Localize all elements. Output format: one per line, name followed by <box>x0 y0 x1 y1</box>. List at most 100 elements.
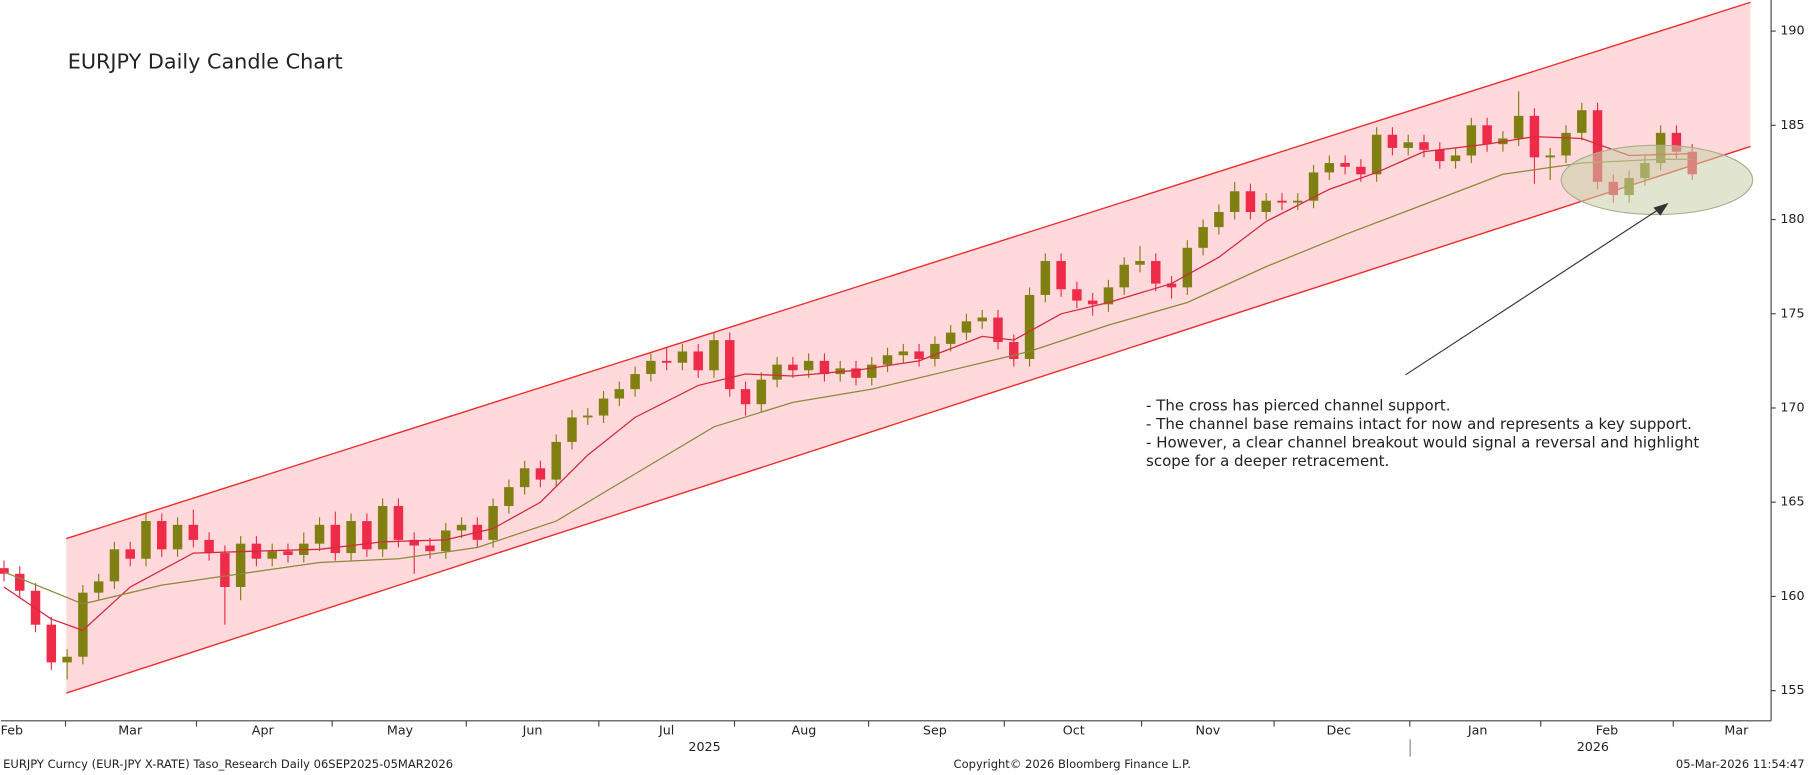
candle-body <box>661 360 672 363</box>
candle-body <box>1450 155 1461 162</box>
candle-body <box>1403 142 1413 148</box>
candle-body <box>504 487 514 506</box>
candle-body <box>740 389 751 405</box>
candle-body <box>630 374 640 390</box>
candle-body <box>1229 191 1240 212</box>
candle-body <box>220 553 230 588</box>
x-tick-label: Aug <box>792 723 817 738</box>
x-tick-label: Nov <box>1195 723 1220 738</box>
annotation-line: - However, a clear channel breakout woul… <box>1146 433 1699 451</box>
candle-body <box>1182 247 1193 288</box>
candle-body <box>1103 287 1114 305</box>
candle-body <box>109 549 120 582</box>
candle-body <box>1545 155 1555 158</box>
x-tick-label: Feb <box>1 723 23 738</box>
candle-body <box>157 521 167 550</box>
candle-body <box>945 332 956 344</box>
candle-body <box>898 351 909 356</box>
candle-body <box>1513 115 1524 139</box>
candle-body <box>1261 200 1271 212</box>
candle-body <box>519 468 530 488</box>
plot-area <box>0 1 1751 694</box>
candle-body <box>235 543 246 588</box>
candle-body <box>62 656 72 663</box>
candle-body <box>1435 149 1445 162</box>
y-tick-label: 175 <box>1780 305 1804 320</box>
footer-copyright: Copyright© 2026 Bloomberg Finance L.P. <box>954 757 1191 771</box>
candle-body <box>583 415 593 418</box>
year-label: 2026 <box>1577 739 1609 754</box>
candle-body <box>1151 260 1161 284</box>
candle-body <box>377 505 388 550</box>
y-tick-label: 180 <box>1780 211 1804 226</box>
x-tick-label: Mar <box>118 723 143 738</box>
candle-body <box>567 417 577 442</box>
chart-title: EURJPY Daily Candle Chart <box>68 49 343 73</box>
candle-body <box>914 351 924 359</box>
channel-fill <box>66 2 1751 694</box>
candle-body <box>693 351 703 371</box>
candle-body <box>393 505 404 540</box>
candle-body <box>882 355 893 365</box>
candle-body <box>283 551 293 555</box>
x-tick-label: Jul <box>658 723 674 738</box>
x-tick-label: Jan <box>1467 723 1488 738</box>
candle-body <box>1577 110 1587 133</box>
candle-body <box>1198 227 1208 248</box>
candle-body <box>867 364 877 378</box>
y-tick-label: 165 <box>1780 494 1804 509</box>
candle-body <box>803 360 814 371</box>
x-tick-label: Apr <box>252 723 275 738</box>
candle-body <box>1277 200 1287 203</box>
candle-body <box>456 524 467 531</box>
arrow-head <box>1653 202 1669 216</box>
candle-body <box>141 521 151 559</box>
candle-body <box>993 317 1003 343</box>
channel-lower <box>66 145 1751 694</box>
candle-body <box>1561 132 1571 156</box>
annotation-line: - The cross has pierced channel support. <box>1146 396 1450 414</box>
candle-body <box>1024 294 1035 359</box>
candle-body <box>1482 125 1492 145</box>
candle-body <box>0 568 9 574</box>
candle-body <box>1214 211 1224 228</box>
footer-source: EURJPY Curncy (EUR-JPY X-RATE) Taso_Rese… <box>3 757 453 771</box>
candle-body <box>267 551 277 559</box>
candle-body <box>125 549 135 559</box>
year-label: 2025 <box>688 739 720 754</box>
candle-body <box>93 581 104 593</box>
candle-body <box>188 524 199 540</box>
y-tick-label: 170 <box>1780 399 1804 414</box>
candle-body <box>362 521 372 550</box>
candle-body <box>772 364 782 380</box>
candle-body <box>1293 200 1303 203</box>
candle-body <box>1371 134 1382 175</box>
x-tick-label: May <box>387 723 414 738</box>
channel-upper <box>66 1 1751 540</box>
candle-body <box>1592 110 1603 182</box>
candle-body <box>1324 163 1335 173</box>
x-tick-label: Dec <box>1327 723 1352 738</box>
candle-body <box>851 368 861 378</box>
moving-average <box>3 158 1693 605</box>
candle-body <box>46 624 57 663</box>
candle-body <box>172 524 183 550</box>
candle-body <box>961 321 972 333</box>
candle-body <box>614 389 625 399</box>
annotation-line: scope for a deeper retracement. <box>1146 452 1389 470</box>
y-tick-label: 190 <box>1780 23 1804 38</box>
candle-body <box>977 317 987 322</box>
candle-body <box>1087 300 1098 305</box>
annotation-line: - The channel base remains intact for no… <box>1146 415 1692 433</box>
candle-body <box>425 545 435 552</box>
arrow-line <box>1405 207 1662 376</box>
candle-body <box>314 524 325 544</box>
candle-body <box>535 468 546 480</box>
candle-body <box>709 340 719 371</box>
x-tick-label: Feb <box>1596 723 1618 738</box>
candle-body <box>78 592 88 657</box>
candle-body <box>346 521 356 554</box>
candle-body <box>1419 142 1429 150</box>
